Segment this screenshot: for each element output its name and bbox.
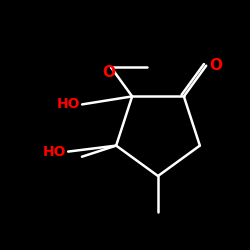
Text: HO: HO [43, 144, 66, 158]
Text: HO: HO [57, 98, 80, 112]
Text: O: O [102, 65, 116, 80]
Text: O: O [209, 58, 222, 73]
